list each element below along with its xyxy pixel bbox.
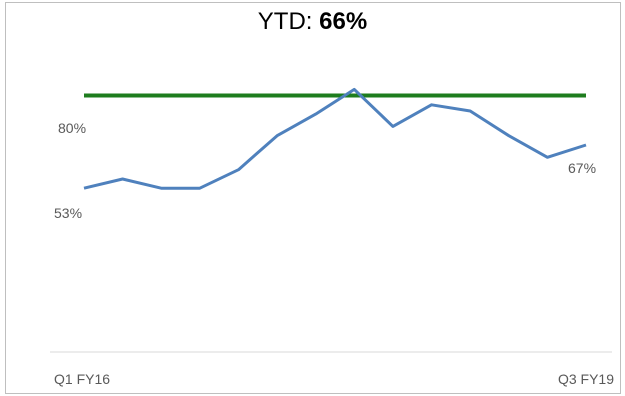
series-layer — [83, 87, 587, 190]
actual-series-line — [83, 87, 587, 190]
data-label-53: 53% — [54, 205, 82, 221]
x-tick-label-start: Q1 FY16 — [54, 371, 110, 387]
ytd-value: 66% — [319, 8, 368, 35]
chart-frame — [5, 2, 621, 394]
data-label-67: 67% — [568, 160, 596, 176]
x-tick-label-end: Q3 FY19 — [558, 371, 614, 387]
data-label-80: 80% — [58, 120, 86, 136]
chart-title: YTD: 66% — [0, 8, 625, 36]
ytd-label: YTD: — [257, 8, 320, 35]
